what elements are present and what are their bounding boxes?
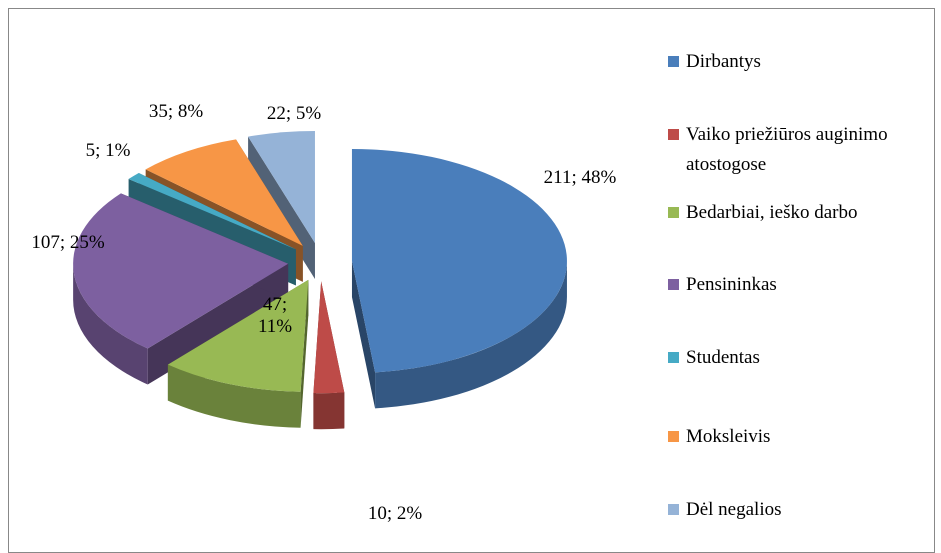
data-label-line: 11% [258, 316, 292, 337]
slice-wall [167, 364, 301, 428]
slice-wall [313, 392, 345, 430]
data-label: 47; 11% [258, 294, 292, 337]
legend-swatch [668, 352, 679, 363]
slice [351, 148, 567, 409]
legend-label: Dirbantys [686, 51, 761, 72]
data-label: 22; 5% [267, 103, 322, 124]
legend-label: Pensininkas [686, 274, 777, 295]
legend-item: Dėl negalios [668, 495, 941, 525]
legend-label: Moksleivis [686, 426, 771, 447]
slice [167, 279, 309, 428]
legend-item: Bedarbiai, ieško darbo [668, 198, 941, 228]
slice-side [147, 263, 289, 385]
data-label: 211; 48% [544, 167, 617, 188]
slice [73, 193, 289, 385]
legend-swatch [668, 279, 679, 290]
legend-swatch [668, 129, 679, 140]
slice-top [313, 281, 345, 394]
slice-top [248, 131, 315, 244]
legend-label: Studentas [686, 347, 760, 368]
slice-top [128, 172, 296, 250]
slice-top [351, 148, 567, 373]
legend-item: Moksleivis [668, 422, 941, 452]
legend-item: Pensininkas [668, 270, 941, 300]
legend-item: Studentas [668, 343, 941, 373]
legend-item: Dirbantys [668, 47, 941, 77]
slice-wall [375, 260, 567, 409]
legend-label: Dėl negalios [686, 499, 782, 520]
slice-side [351, 260, 376, 409]
data-label: 10; 2% [368, 503, 423, 524]
slice-top [167, 279, 309, 392]
slice [313, 281, 345, 430]
legend-swatch [668, 431, 679, 442]
data-label-line: 47; [263, 294, 287, 315]
legend-swatch [668, 56, 679, 67]
data-label: 107; 25% [31, 232, 105, 253]
legend-swatch [668, 504, 679, 515]
legend-label: Bedarbiai, ieško darbo [686, 202, 858, 223]
legend-swatch [668, 207, 679, 218]
data-label: 35; 8% [149, 101, 204, 122]
slice-top [73, 193, 289, 349]
legend-label: Vaiko priežiūros auginimo atostogose [686, 124, 888, 175]
slice-top [145, 139, 303, 246]
data-label: 5; 1% [86, 140, 131, 161]
slice-wall [73, 263, 148, 385]
legend-item: Vaiko priežiūros auginimo atostogose [668, 120, 906, 180]
